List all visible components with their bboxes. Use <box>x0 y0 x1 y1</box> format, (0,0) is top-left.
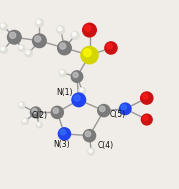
Circle shape <box>37 123 40 125</box>
Circle shape <box>53 108 62 118</box>
Circle shape <box>18 45 25 51</box>
Circle shape <box>84 50 97 62</box>
Circle shape <box>32 109 40 117</box>
Circle shape <box>72 33 76 36</box>
Circle shape <box>141 114 152 125</box>
Circle shape <box>143 94 152 103</box>
Circle shape <box>19 103 24 108</box>
Circle shape <box>105 42 117 54</box>
Circle shape <box>37 20 43 26</box>
Circle shape <box>141 92 153 104</box>
Circle shape <box>59 70 66 76</box>
Circle shape <box>80 89 85 94</box>
Circle shape <box>100 106 105 112</box>
Circle shape <box>10 33 20 43</box>
Circle shape <box>0 46 7 53</box>
Circle shape <box>58 27 62 31</box>
Circle shape <box>85 131 91 137</box>
Circle shape <box>32 108 37 113</box>
Text: N(1): N(1) <box>56 88 72 97</box>
Text: N(3): N(3) <box>54 140 70 149</box>
Circle shape <box>1 24 7 29</box>
Circle shape <box>0 23 7 30</box>
Circle shape <box>71 71 83 82</box>
Circle shape <box>121 105 126 110</box>
Circle shape <box>73 33 79 39</box>
Circle shape <box>86 132 95 141</box>
Circle shape <box>1 24 4 27</box>
Circle shape <box>35 19 43 27</box>
Circle shape <box>8 30 21 44</box>
Circle shape <box>1 47 7 53</box>
Circle shape <box>19 46 24 51</box>
Circle shape <box>98 105 110 117</box>
Circle shape <box>19 46 22 49</box>
Circle shape <box>120 103 131 115</box>
Text: C(2): C(2) <box>32 111 47 120</box>
Circle shape <box>9 32 16 38</box>
Circle shape <box>25 50 32 57</box>
Circle shape <box>71 32 79 39</box>
Circle shape <box>19 103 22 106</box>
Circle shape <box>53 108 59 113</box>
Circle shape <box>72 93 86 107</box>
Circle shape <box>143 116 148 120</box>
Circle shape <box>60 129 66 135</box>
Circle shape <box>89 149 94 155</box>
Text: C(5): C(5) <box>110 110 126 119</box>
Circle shape <box>37 20 40 24</box>
Circle shape <box>58 128 71 140</box>
Circle shape <box>51 106 63 119</box>
Circle shape <box>61 130 70 139</box>
Circle shape <box>58 41 71 55</box>
Circle shape <box>22 118 28 125</box>
Circle shape <box>122 105 130 114</box>
Circle shape <box>30 107 41 118</box>
Circle shape <box>35 36 45 46</box>
Circle shape <box>83 49 91 57</box>
Circle shape <box>60 70 63 74</box>
Circle shape <box>60 43 66 49</box>
Circle shape <box>33 34 46 48</box>
Circle shape <box>23 119 26 122</box>
Circle shape <box>26 51 32 56</box>
Circle shape <box>73 72 78 77</box>
Circle shape <box>143 116 151 124</box>
Circle shape <box>35 36 41 42</box>
Circle shape <box>85 25 91 31</box>
Circle shape <box>57 26 65 34</box>
Circle shape <box>74 95 80 101</box>
Circle shape <box>81 46 98 64</box>
Circle shape <box>107 44 116 53</box>
Circle shape <box>1 47 4 50</box>
Circle shape <box>80 88 83 91</box>
Circle shape <box>83 23 96 37</box>
Circle shape <box>79 88 86 94</box>
Text: C(4): C(4) <box>98 141 114 150</box>
Circle shape <box>85 26 95 36</box>
Circle shape <box>73 73 82 81</box>
Circle shape <box>89 149 92 152</box>
Circle shape <box>18 102 25 108</box>
Circle shape <box>38 123 42 127</box>
Circle shape <box>83 130 96 142</box>
Circle shape <box>142 94 148 99</box>
Circle shape <box>61 71 66 76</box>
Circle shape <box>26 51 29 54</box>
Circle shape <box>60 43 70 54</box>
Circle shape <box>37 122 42 128</box>
Circle shape <box>100 107 109 116</box>
Circle shape <box>23 119 28 124</box>
Circle shape <box>107 43 112 49</box>
Circle shape <box>58 28 64 33</box>
Circle shape <box>88 148 95 155</box>
Circle shape <box>74 95 84 106</box>
